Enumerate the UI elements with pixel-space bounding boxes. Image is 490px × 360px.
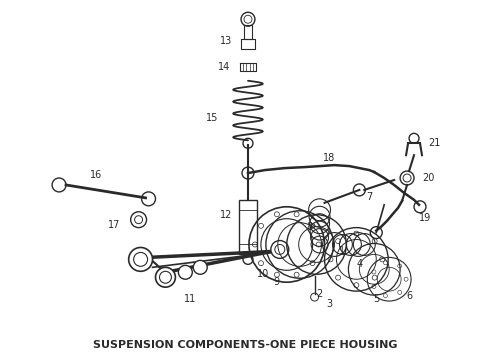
Text: 11: 11 xyxy=(184,294,196,304)
Circle shape xyxy=(193,260,207,274)
Text: 19: 19 xyxy=(419,213,431,223)
Text: 3: 3 xyxy=(326,299,333,309)
Text: 2: 2 xyxy=(317,289,323,299)
Text: 10: 10 xyxy=(257,269,269,279)
Circle shape xyxy=(155,267,175,287)
Bar xyxy=(239,200,257,255)
Text: 13: 13 xyxy=(220,36,232,46)
Text: 9: 9 xyxy=(274,277,280,287)
Text: 16: 16 xyxy=(90,170,102,180)
Text: 12: 12 xyxy=(220,210,232,220)
Text: 18: 18 xyxy=(323,153,336,163)
Circle shape xyxy=(178,265,192,279)
Text: 20: 20 xyxy=(422,173,434,183)
Text: 14: 14 xyxy=(218,62,230,72)
Text: 15: 15 xyxy=(206,113,218,123)
Text: 21: 21 xyxy=(428,138,441,148)
Text: 1: 1 xyxy=(340,247,345,256)
Text: SUSPENSION COMPONENTS-ONE PIECE HOUSING: SUSPENSION COMPONENTS-ONE PIECE HOUSING xyxy=(93,340,397,350)
Text: 17: 17 xyxy=(108,220,121,230)
Circle shape xyxy=(129,247,152,271)
Text: 4: 4 xyxy=(356,259,363,269)
Text: 6: 6 xyxy=(406,291,412,301)
Circle shape xyxy=(271,240,289,258)
Text: 7: 7 xyxy=(366,192,372,202)
Text: 8: 8 xyxy=(306,222,313,231)
Text: 5: 5 xyxy=(373,294,379,304)
